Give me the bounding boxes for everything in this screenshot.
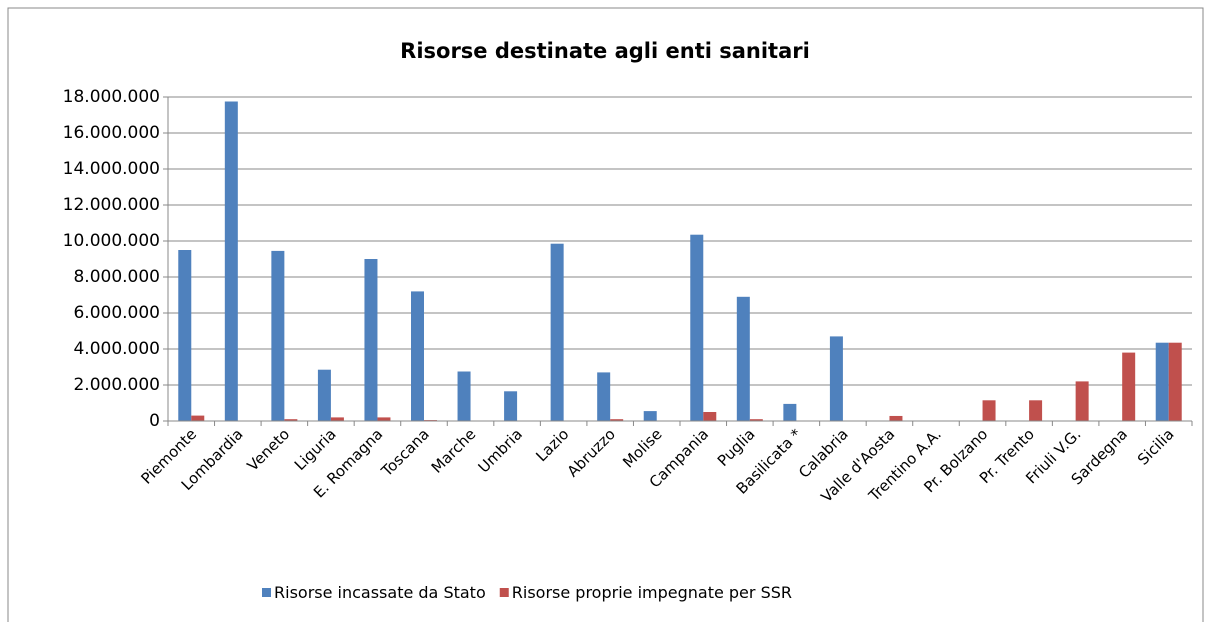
chart-title: Risorse destinate agli enti sanitari <box>400 39 810 63</box>
x-tick-label: Sicilia <box>1134 425 1178 469</box>
y-tick-label: 2.000.000 <box>73 375 160 395</box>
x-tick-label: Umbria <box>475 425 526 476</box>
x-tick-label: Veneto <box>244 425 294 475</box>
y-tick-label: 4.000.000 <box>73 339 160 359</box>
y-tick-label: 18.000.000 <box>63 87 160 107</box>
y-tick-label: 10.000.000 <box>63 231 160 251</box>
bar <box>749 419 763 421</box>
bar <box>889 415 903 421</box>
legend-swatch <box>262 588 271 597</box>
bar <box>364 259 378 421</box>
bar <box>1122 352 1136 421</box>
y-tick-label: 6.000.000 <box>73 303 160 323</box>
legend-label: Risorse proprie impegnate per SSR <box>512 583 792 602</box>
bar <box>411 291 424 421</box>
x-tick-label: Puglia <box>714 425 759 470</box>
y-tick-label: 16.000.000 <box>63 123 160 143</box>
bar <box>284 419 298 421</box>
bar <box>550 243 564 421</box>
y-tick-label: 8.000.000 <box>73 267 160 287</box>
bar <box>457 371 471 421</box>
bar <box>317 369 331 421</box>
x-tick-label: Marche <box>428 425 480 477</box>
bar <box>736 296 750 421</box>
bar <box>1029 400 1043 421</box>
bar <box>703 412 717 421</box>
bar <box>377 417 391 421</box>
legend-swatch <box>499 588 509 597</box>
bar <box>504 391 518 421</box>
bar <box>1075 381 1089 421</box>
bar <box>1155 342 1169 421</box>
bar <box>643 411 657 421</box>
bar <box>271 250 285 421</box>
bar <box>982 400 996 421</box>
bar <box>178 250 192 421</box>
legend-label: Risorse incassate da Stato <box>274 583 486 602</box>
bar <box>690 234 704 421</box>
bar <box>610 419 624 421</box>
x-tick-label: Molise <box>619 425 665 471</box>
bar <box>1168 342 1182 421</box>
x-tick-label: Toscana <box>377 425 433 481</box>
bar <box>829 336 843 421</box>
x-tick-label: Abruzzo <box>564 425 619 480</box>
bar <box>597 372 611 421</box>
x-tick-label: Lazio <box>532 425 572 465</box>
y-tick-label: 0 <box>149 411 160 431</box>
chart-border <box>7 7 1204 622</box>
bar <box>191 415 205 421</box>
bar <box>224 101 238 421</box>
y-tick-label: 14.000.000 <box>63 159 160 179</box>
y-tick-label: 12.000.000 <box>63 195 160 215</box>
bar <box>783 403 797 421</box>
bar <box>330 417 344 421</box>
